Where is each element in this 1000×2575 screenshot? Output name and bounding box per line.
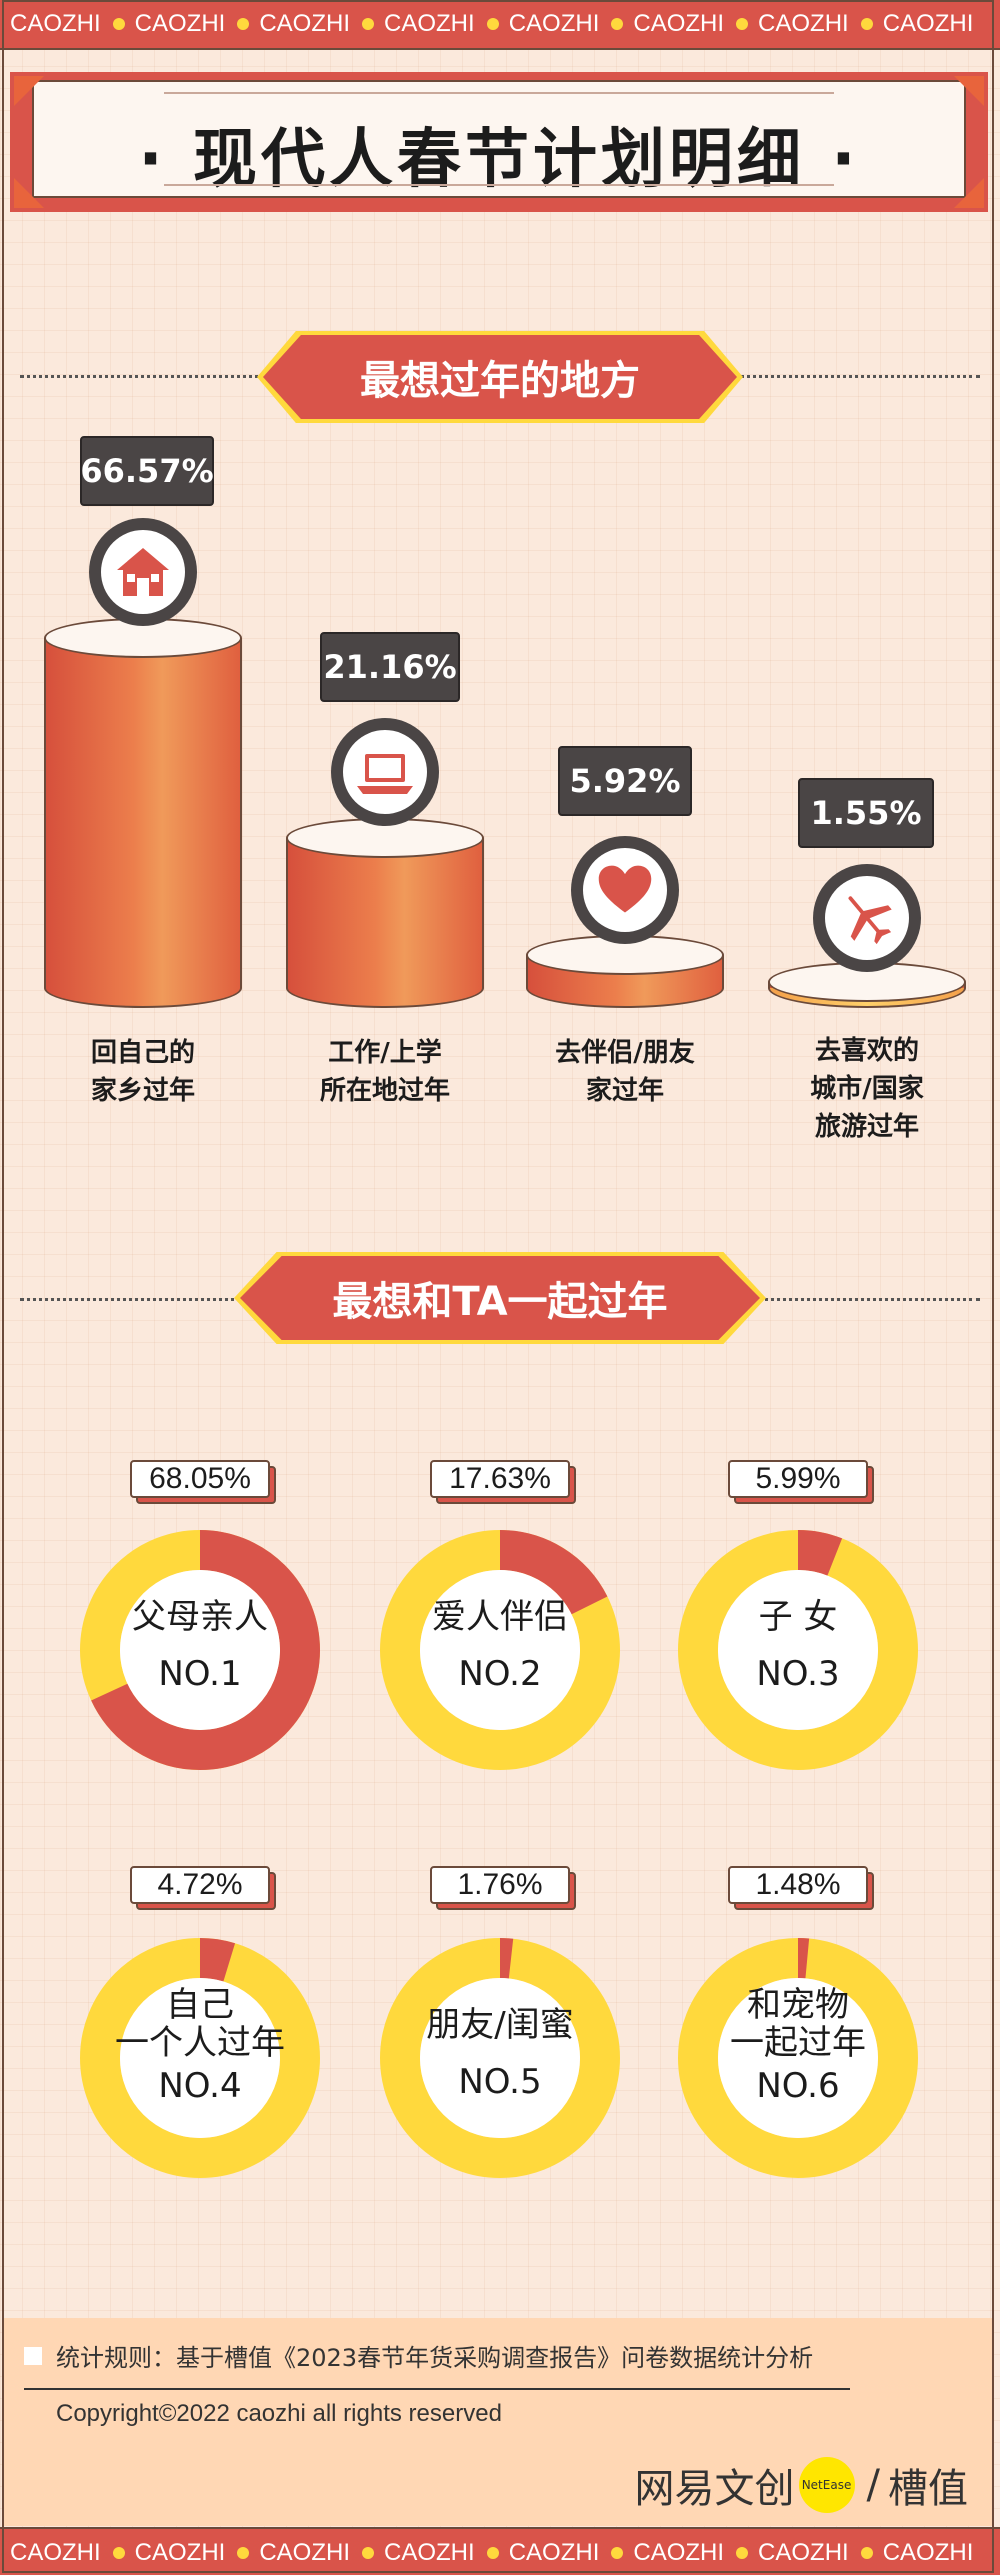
donut-value-arc [678, 1530, 918, 1770]
brand-logo: 网易文创 NetEase / 槽值 [635, 2456, 968, 2514]
logo-separator: / [866, 2462, 880, 2508]
donut-value-arc [80, 1530, 320, 1770]
title-banner: · 现代人春节计划明细 · [10, 72, 988, 212]
ticker-item: CAOZHI [10, 2539, 125, 2567]
donut-center-text: 爱人伴侣 NO.2 [380, 1598, 620, 1694]
ticker-item: CAOZHI [384, 2539, 499, 2567]
donut-center-text: 和宠物 一起过年 NO.6 [678, 1986, 918, 2106]
ticker-item: CAOZHI [135, 2539, 250, 2567]
ticker-item: CAOZHI [633, 10, 749, 38]
ticker-item: CAOZHI [384, 10, 499, 38]
top-ticker-band: CAOZHI CAOZHI CAOZHI CAOZHI CAOZHI CAOZH… [0, 0, 1000, 50]
donut-chart: 爱人伴侣 NO.2 [380, 1530, 620, 1770]
cylinder-label: 回自己的 家乡过年 [90, 1038, 195, 1106]
ticker-item: CAOZHI [259, 2539, 375, 2567]
corner-decoration [954, 178, 984, 208]
bullet-square [24, 2346, 42, 2365]
page-title: · 现代人春节计划明细 · [138, 123, 860, 197]
section-heading-places: 最想过年的地方 [263, 335, 737, 419]
ticker-item: CAOZHI [135, 10, 250, 38]
cylinder-bar [526, 935, 724, 1008]
ticker-item: CAOZHI [509, 10, 624, 38]
companion-name: 自己 [166, 1985, 234, 2025]
ticker-item: CAOZHI [758, 10, 873, 38]
percent-label: 21.16% [320, 632, 460, 702]
ticker-item: CAOZHI [882, 10, 974, 37]
cylinder-bar [286, 818, 484, 1008]
percent-tag: 1.48% [728, 1866, 874, 1910]
companion-name-line2: 一个人过年 [115, 2023, 285, 2063]
rank-label: NO.5 [458, 2062, 542, 2102]
percent-label: 66.57% [80, 436, 214, 506]
ticker-item: CAOZHI [259, 10, 375, 38]
donut-chart: 朋友/闺蜜 NO.5 [380, 1938, 620, 2178]
rank-label: NO.1 [158, 1654, 242, 1694]
rank-label: NO.6 [756, 2066, 840, 2106]
cylinder-bar [44, 618, 242, 1008]
footer-rule: 统计规则：基于槽值《2023春节年货采购调查报告》问卷数据统计分析 [24, 2338, 813, 2373]
corner-decoration [954, 76, 984, 106]
donut-chart: 自己 一个人过年 NO.4 [80, 1938, 320, 2178]
companion-name: 父母亲人 [132, 1597, 268, 1637]
ticker-item: CAOZHI [509, 2539, 624, 2567]
ticker-item: CAOZHI [633, 2539, 749, 2567]
section-heading-companions: 最想和TA一起过年 [240, 1256, 760, 1340]
donut-center-text: 朋友/闺蜜 NO.5 [380, 2006, 620, 2102]
companion-name: 朋友/闺蜜 [426, 2005, 574, 2045]
donut-value-arc [80, 1938, 320, 2178]
companion-name: 子 女 [758, 1597, 838, 1637]
companion-name: 和宠物 [747, 1985, 849, 2025]
companion-name-line2: 一起过年 [730, 2023, 866, 2063]
percent-tag: 1.76% [430, 1866, 576, 1910]
copyright-text: Copyright©2022 caozhi all rights reserve… [56, 2400, 502, 2427]
companion-name: 爱人伴侣 [432, 1597, 568, 1637]
ticker-item: CAOZHI [758, 2539, 873, 2567]
donut-center-text: 父母亲人 NO.1 [80, 1598, 320, 1694]
footer-divider [24, 2388, 850, 2390]
logo-caozhi-text: 槽值 [888, 2466, 968, 2512]
rank-label: NO.2 [458, 1654, 542, 1694]
donut-chart: 父母亲人 NO.1 [80, 1530, 320, 1770]
cylinder-label: 工作/上学 所在地过年 [319, 1038, 450, 1106]
laptop-icon [331, 718, 439, 826]
percent-tag: 5.99% [728, 1460, 874, 1504]
logo-netease-text: 网易文创 [634, 2466, 795, 2512]
cylinder-label: 去伴侣/朋友 家过年 [555, 1038, 695, 1106]
percent-tag: 68.05% [130, 1460, 276, 1504]
corner-decoration [14, 178, 44, 208]
rank-label: NO.4 [158, 2066, 242, 2106]
percent-tag: 4.72% [130, 1866, 276, 1910]
percent-tag: 17.63% [430, 1460, 576, 1504]
heart-icon [571, 836, 679, 944]
house-icon [89, 518, 197, 626]
donut-value-arc [380, 1530, 620, 1770]
donut-value-arc [380, 1938, 620, 2178]
percent-label: 1.55% [798, 778, 934, 848]
donut-value-arc [678, 1938, 918, 2178]
corner-decoration [14, 76, 44, 106]
airplane-icon [813, 864, 921, 972]
donut-center-text: 自己 一个人过年 NO.4 [80, 1986, 320, 2106]
cylinder-label: 去喜欢的 城市/国家 旅游过年 [810, 1036, 924, 1142]
donut-center-text: 子 女 NO.3 [678, 1598, 918, 1694]
bottom-ticker-band: CAOZHI CAOZHI CAOZHI CAOZHI CAOZHI CAOZH… [0, 2527, 1000, 2575]
logo-netease-dot: NetEase [798, 2457, 855, 2513]
rank-label: NO.3 [756, 1654, 840, 1694]
footer: 统计规则：基于槽值《2023春节年货采购调查报告》问卷数据统计分析 Copyri… [4, 2318, 994, 2526]
ticker-item: CAOZHI [882, 2539, 974, 2566]
donut-chart: 和宠物 一起过年 NO.6 [678, 1938, 918, 2178]
percent-label: 5.92% [558, 746, 692, 816]
donut-chart: 子 女 NO.3 [678, 1530, 918, 1770]
ticker-item: CAOZHI [10, 10, 125, 38]
